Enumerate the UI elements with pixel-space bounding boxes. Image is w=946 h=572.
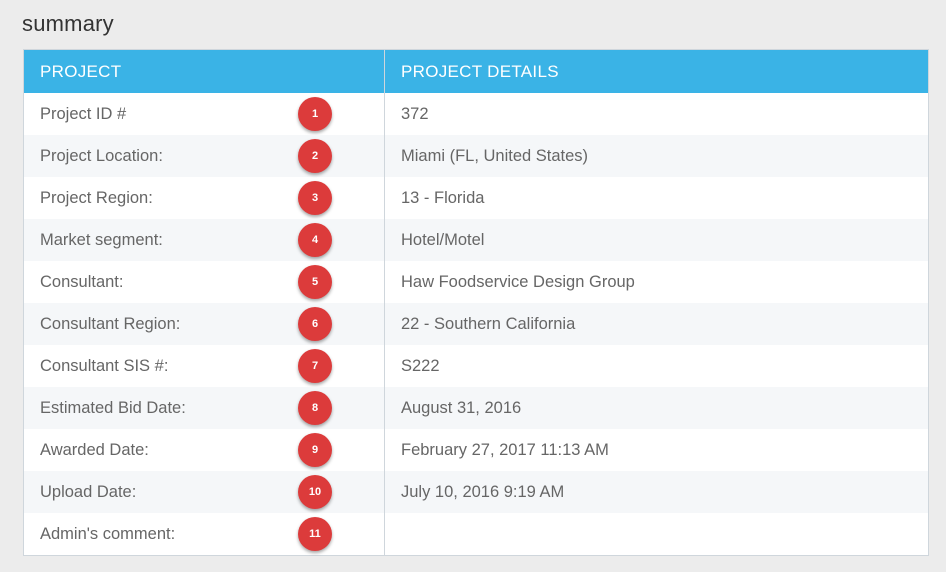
- row-label-cell: Consultant Region: 6: [23, 303, 385, 345]
- annotation-badge: 1: [298, 97, 332, 131]
- project-summary-table: PROJECT PROJECT DETAILS Project ID # 1 3…: [23, 49, 929, 556]
- row-label: Admin's comment:: [40, 524, 176, 543]
- row-label-cell: Project Region: 3: [23, 177, 385, 219]
- row-value: 372: [401, 104, 429, 123]
- row-label-cell: Consultant: 5: [23, 261, 385, 303]
- row-label-cell: Admin's comment: 11: [23, 513, 385, 556]
- annotation-badge: 3: [298, 181, 332, 215]
- annotation-badge: 10: [298, 475, 332, 509]
- table-row: Upload Date: 10 July 10, 2016 9:19 AM: [23, 471, 929, 513]
- section-title: summary: [22, 11, 114, 36]
- row-value: August 31, 2016: [384, 387, 929, 429]
- table-header-row: PROJECT PROJECT DETAILS: [23, 49, 929, 93]
- row-label: Market segment:: [40, 230, 163, 249]
- row-value: February 27, 2017 11:13 AM: [401, 440, 609, 459]
- annotation-badge: 8: [298, 391, 332, 425]
- column-header-project: PROJECT: [23, 49, 385, 93]
- table-row: Awarded Date: 9 February 27, 2017 11:13 …: [23, 429, 929, 471]
- table-row: Consultant SIS #: 7 S222: [23, 345, 929, 387]
- row-label: Consultant SIS #:: [40, 356, 169, 375]
- annotation-badge: 11: [298, 517, 332, 551]
- row-label-cell: Market segment: 4: [23, 219, 385, 261]
- row-label-cell: Upload Date: 10: [23, 471, 385, 513]
- row-value: Hotel/Motel: [384, 219, 929, 261]
- row-value: 13 - Florida: [401, 188, 485, 207]
- row-label: Project Location:: [40, 146, 163, 165]
- row-label-cell: Estimated Bid Date: 8: [23, 387, 385, 429]
- row-label-cell: Awarded Date: 9: [23, 429, 385, 471]
- row-label-cell: Consultant SIS #: 7: [23, 345, 385, 387]
- row-label: Consultant Region:: [40, 314, 181, 333]
- annotation-badge: 2: [298, 139, 332, 173]
- table-row: Consultant Region: 6 22 - Southern Calif…: [23, 303, 929, 345]
- table-row: Estimated Bid Date: 8 August 31, 2016: [23, 387, 929, 429]
- row-value: July 10, 2016 9:19 AM: [384, 471, 929, 513]
- row-label: Project Region:: [40, 188, 153, 207]
- row-label: Awarded Date:: [40, 440, 149, 459]
- row-label-cell: Project Location: 2: [23, 135, 385, 177]
- row-label: Estimated Bid Date:: [40, 398, 186, 417]
- annotation-badge: 7: [298, 349, 332, 383]
- row-label: Project ID #: [40, 104, 127, 123]
- row-label: Consultant:: [40, 272, 124, 291]
- row-label: Upload Date:: [40, 482, 137, 501]
- row-value: [385, 513, 929, 556]
- annotation-badge: 6: [298, 307, 332, 341]
- row-label-cell: Project ID # 1: [23, 93, 385, 135]
- table-row: Market segment: 4 Hotel/Motel: [23, 219, 929, 261]
- row-value: Haw Foodservice Design Group: [401, 272, 635, 291]
- row-value: Miami (FL, United States): [384, 135, 929, 177]
- table-row: Consultant: 5 Haw Foodservice Design Gro…: [23, 261, 929, 303]
- column-header-project-details: PROJECT DETAILS: [384, 49, 929, 93]
- table-row: Project ID # 1 372: [23, 93, 929, 135]
- annotation-badge: 5: [298, 265, 332, 299]
- row-value: 22 - Southern California: [384, 303, 929, 345]
- annotation-badge: 9: [298, 433, 332, 467]
- table-row: Project Location: 2 Miami (FL, United St…: [23, 135, 929, 177]
- row-value: S222: [401, 356, 440, 375]
- table-row: Project Region: 3 13 - Florida: [23, 177, 929, 219]
- table-row: Admin's comment: 11: [23, 513, 929, 556]
- annotation-badge: 4: [298, 223, 332, 257]
